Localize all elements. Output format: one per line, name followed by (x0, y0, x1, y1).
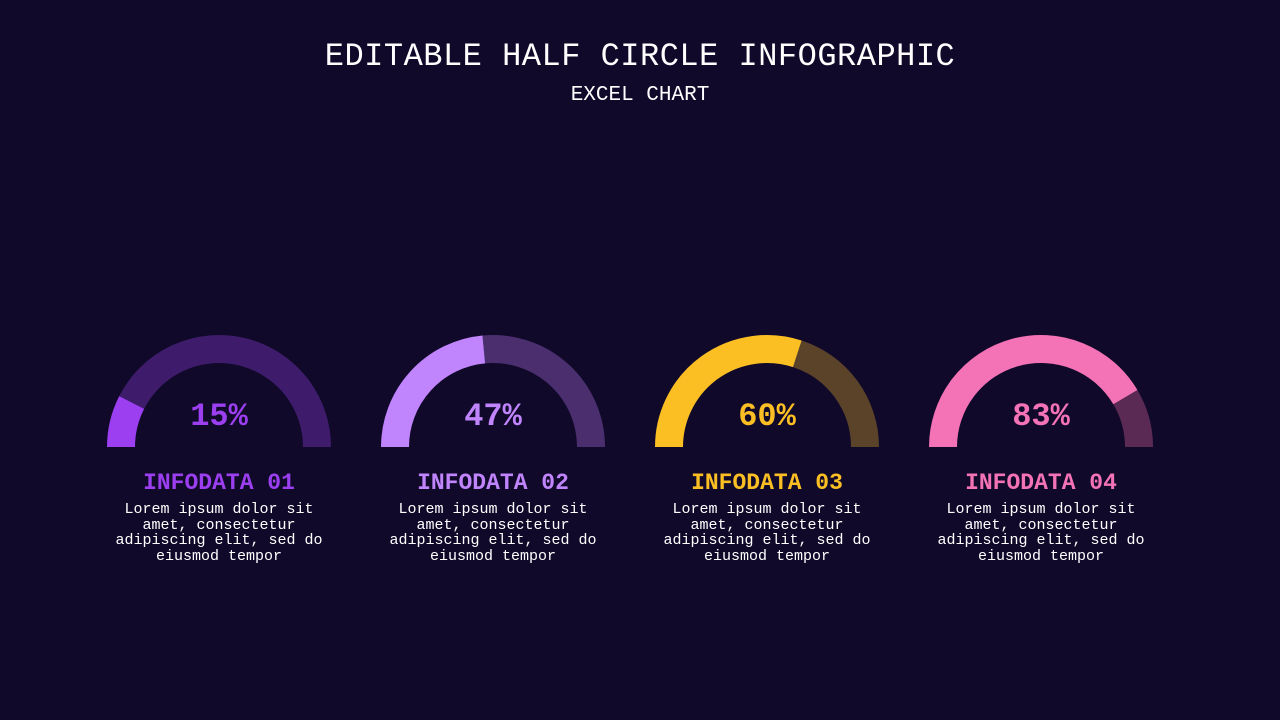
gauge-arc-svg (381, 335, 605, 448)
gauge-title: INFODATA 04 (965, 470, 1117, 496)
gauge-value-arc-4 (929, 335, 1138, 448)
gauge-1: 15% INFODATA 01 Lorem ipsum dolor sit amet… (106, 334, 346, 574)
page-title: EDITABLE HALF CIRCLE INFOGRAPHIC (324, 38, 956, 75)
gauge-track-2 (482, 335, 605, 448)
gauge-percent-label: 15% (190, 398, 248, 435)
gauge-description: Lorem ipsum dolor sit amet, consectetur … (663, 501, 871, 565)
gauge-track-4 (1113, 389, 1153, 448)
gauge-arc-svg (655, 335, 879, 448)
gauge-description: Lorem ipsum dolor sit amet, consectetur … (115, 501, 323, 565)
gauge-description: Lorem ipsum dolor sit amet, consectetur … (389, 501, 597, 565)
gauge-value-arc-1 (107, 396, 145, 448)
page-subtitle: EXCEL CHART (570, 84, 710, 107)
gauge-3: 60% INFODATA 03 Lorem ipsum dolor sit amet… (654, 334, 894, 574)
gauge-4: 83% INFODATA 04 Lorem ipsum dolor sit amet… (928, 334, 1168, 574)
gauge-track-3 (792, 340, 879, 448)
gauge-value-arc-2 (381, 335, 486, 448)
gauge-title: INFODATA 03 (691, 470, 843, 496)
gauge-percent-label: 47% (464, 398, 522, 435)
gauge-percent-label: 83% (1012, 398, 1070, 435)
gauge-value-arc-3 (655, 335, 802, 448)
gauge-description: Lorem ipsum dolor sit amet, consectetur … (937, 501, 1145, 565)
gauge-title: INFODATA 01 (143, 470, 295, 496)
gauge-track-1 (119, 335, 331, 448)
gauge-percent-label: 60% (738, 398, 796, 435)
gauge-2: 47% INFODATA 02 Lorem ipsum dolor sit amet… (380, 334, 620, 574)
gauge-arc-svg (107, 335, 331, 448)
gauge-title: INFODATA 02 (417, 470, 569, 496)
gauge-arc-svg (929, 335, 1153, 448)
